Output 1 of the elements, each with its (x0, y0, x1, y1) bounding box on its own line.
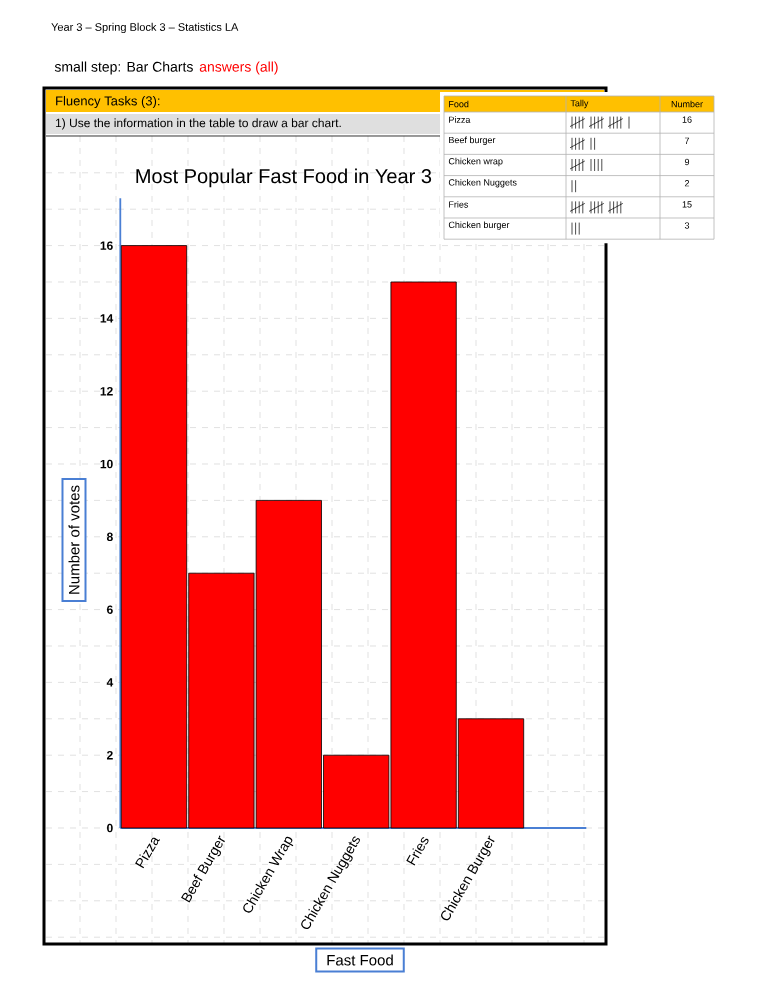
chart-title: Most Popular Fast Food in Year 3 (136, 168, 432, 188)
